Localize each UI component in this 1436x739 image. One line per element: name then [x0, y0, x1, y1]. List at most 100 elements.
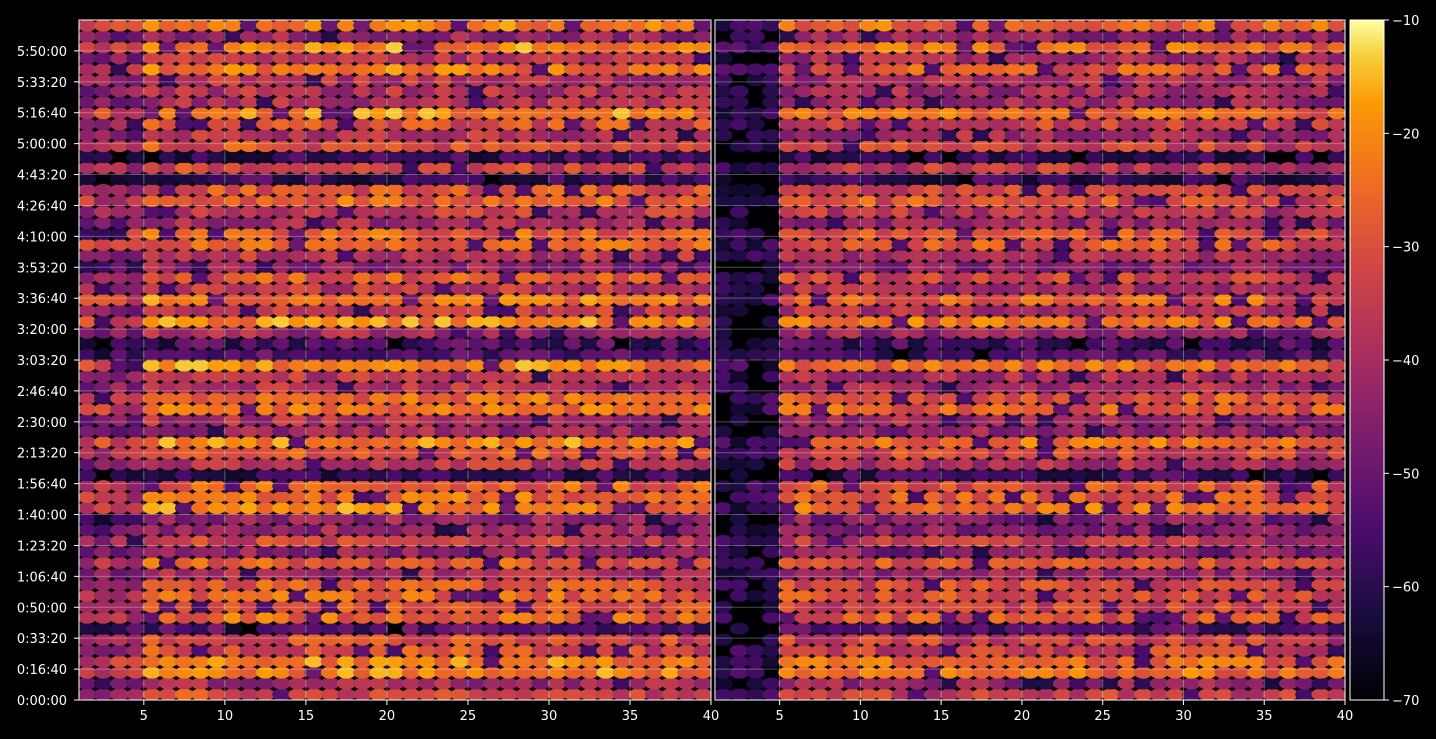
heatmap-cell	[1262, 545, 1282, 558]
heatmap-cell	[272, 118, 291, 131]
heatmap-cell	[923, 52, 943, 65]
heatmap-cell	[580, 535, 599, 547]
heatmap-cell	[304, 633, 324, 646]
heatmap-cell	[79, 688, 97, 700]
heatmap-cell	[142, 622, 162, 635]
heatmap-cell	[939, 622, 959, 635]
heatmap-cell	[1198, 74, 1218, 87]
heatmap-cell	[191, 118, 210, 131]
heatmap-cell	[1133, 600, 1153, 613]
heatmap-cell	[401, 370, 421, 383]
heatmap-cell	[223, 381, 243, 394]
heatmap-cell	[1230, 216, 1250, 229]
heatmap-cell	[875, 622, 894, 635]
heatmap-cell	[644, 107, 664, 120]
heatmap-cell	[142, 129, 162, 142]
heatmap-cell	[693, 359, 711, 372]
heatmap-cell	[1311, 677, 1331, 690]
heatmap-cell	[1101, 556, 1121, 569]
heatmap-cell	[418, 524, 437, 536]
heatmap-cell	[304, 513, 324, 525]
heatmap-cell	[174, 118, 194, 131]
heatmap-cell	[859, 173, 878, 185]
heatmap-cell	[531, 677, 551, 690]
heatmap-cell	[174, 666, 194, 679]
heatmap-cell	[1295, 545, 1314, 558]
heatmap-cell	[401, 567, 421, 580]
heatmap-cell	[1117, 195, 1137, 207]
heatmap-cell	[1052, 458, 1072, 471]
heatmap-cell	[1246, 436, 1266, 449]
heatmap-cell	[1295, 644, 1314, 657]
heatmap-cell	[972, 63, 991, 76]
heatmap-cell	[826, 315, 846, 328]
heatmap-cell	[1004, 392, 1024, 405]
heatmap-cell	[288, 425, 308, 438]
heatmap-cell	[515, 271, 534, 284]
heatmap-cell	[644, 502, 664, 515]
heatmap-cell	[923, 600, 943, 613]
heatmap-cell	[1311, 502, 1331, 515]
heatmap-cell	[142, 41, 162, 54]
heatmap-cell	[596, 118, 616, 131]
heatmap-cell	[79, 600, 97, 613]
heatmap-cell	[482, 600, 502, 613]
heatmap-cell	[661, 238, 680, 251]
heatmap-cell	[746, 337, 765, 350]
heatmap-cell	[1295, 458, 1314, 471]
heatmap-cell	[288, 195, 308, 207]
heatmap-cell	[715, 304, 733, 317]
heatmap-cell	[988, 238, 1008, 251]
heatmap-cell	[1182, 480, 1201, 493]
heatmap-cell	[923, 677, 943, 690]
heatmap-cell	[515, 589, 534, 602]
heatmap-cell	[126, 140, 146, 153]
heatmap-cell	[353, 63, 372, 76]
heatmap-cell	[1230, 41, 1250, 54]
heatmap-cell	[596, 644, 616, 657]
heatmap-cell	[450, 184, 470, 196]
heatmap-cell	[531, 238, 551, 251]
heatmap-cell	[729, 216, 749, 229]
heatmap-cell	[304, 677, 324, 690]
heatmap-cell	[239, 425, 259, 438]
heatmap-cell	[499, 359, 518, 372]
heatmap-cell	[1182, 513, 1201, 525]
heatmap-cell	[531, 216, 551, 229]
heatmap-cell	[434, 205, 453, 218]
heatmap-cell	[93, 195, 113, 207]
heatmap-cell	[1020, 425, 1040, 438]
heatmap-cell	[353, 524, 372, 536]
heatmap-cell	[1101, 271, 1121, 284]
heatmap-cell	[466, 589, 486, 602]
heatmap-cell	[191, 140, 210, 153]
heatmap-cell	[1262, 41, 1282, 54]
heatmap-cell	[1214, 545, 1234, 558]
heatmap-cell	[1052, 184, 1072, 196]
heatmap-cell	[1149, 96, 1169, 109]
heatmap-cell	[1101, 392, 1121, 405]
heatmap-cell	[1246, 140, 1266, 153]
heatmap-cell	[1246, 293, 1266, 306]
heatmap-cell	[923, 315, 943, 328]
heatmap-cell	[612, 118, 632, 131]
heatmap-cell	[1036, 173, 1056, 185]
heatmap-cell	[715, 600, 733, 613]
heatmap-cell	[466, 600, 486, 613]
heatmap-cell	[1327, 502, 1345, 515]
heatmap-cell	[842, 491, 862, 504]
heatmap-cell	[369, 622, 389, 635]
heatmap-cell	[628, 403, 648, 416]
heatmap-cell	[715, 535, 733, 547]
heatmap-cell	[677, 107, 697, 120]
heatmap-cell	[1069, 315, 1088, 328]
heatmap-cell	[1036, 633, 1056, 646]
heatmap-cell	[450, 20, 470, 32]
heatmap-cell	[1279, 425, 1298, 438]
heatmap-cell	[563, 622, 583, 635]
heatmap-cell	[923, 260, 943, 273]
heatmap-cell	[778, 260, 798, 273]
heatmap-cell	[482, 403, 502, 416]
heatmap-cell	[482, 195, 502, 207]
heatmap-cell	[337, 469, 356, 482]
